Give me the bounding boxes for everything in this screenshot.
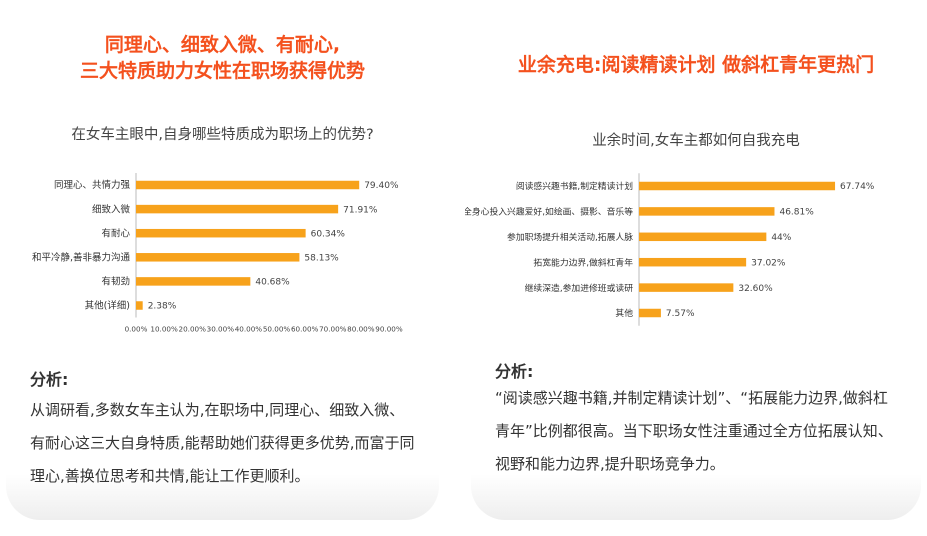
- right-analysis-title: 分析:: [495, 362, 534, 381]
- value-label: 7.57%: [666, 309, 695, 319]
- category-label: 全身心投入兴趣爱好,如绘画、摄影、音乐等: [465, 206, 633, 218]
- value-label: 46.81%: [779, 208, 814, 218]
- left-bar-chart: 同理心、共情力强 79.40% 细致入微 71.91% 有耐心 60.34% 和平冷静,善非…: [32, 172, 403, 334]
- category-label: 拓宽能力边界,做斜杠青年: [533, 256, 633, 268]
- x-tick-label: 70.00%: [319, 325, 347, 334]
- left-headline: 同理心、细致入微、有耐心, 三大特质助力女性在职场获得优势: [0, 32, 445, 84]
- right-analysis-text: “阅读感兴趣书籍,并制定精读计划”、“拓展能力边界,做斜杠青年”比例都很高。当下…: [495, 389, 893, 473]
- left-analysis-title: 分析:: [30, 370, 69, 389]
- x-tick-label: 0.00%: [125, 325, 148, 334]
- category-label: 参加职场提升相关活动,拓展人脉: [507, 231, 633, 243]
- category-label: 其他(详细): [85, 300, 130, 312]
- bar: [136, 301, 143, 310]
- left-card: 同理心、细致入微、有耐心, 三大特质助力女性在职场获得优势 在女车主眼中,自身哪…: [0, 0, 445, 520]
- value-label: 79.40%: [364, 181, 399, 191]
- value-label: 37.02%: [751, 258, 786, 268]
- x-tick-label: 30.00%: [207, 325, 235, 334]
- bar: [136, 253, 300, 262]
- category-label: 细致入微: [92, 203, 131, 215]
- category-label: 继续深造,参加进修班或读研: [525, 282, 634, 294]
- x-tick-label: 10.00%: [150, 325, 178, 334]
- left-question: 在女车主眼中,自身哪些特质成为职场上的优势?: [71, 127, 374, 143]
- bar: [639, 257, 747, 267]
- x-tick-label: 60.00%: [291, 325, 319, 334]
- card-shadow: [471, 474, 921, 520]
- value-label: 58.13%: [304, 254, 339, 264]
- category-label: 阅读感兴趣书籍,制定精读计划: [516, 180, 633, 192]
- bar: [136, 277, 251, 286]
- x-tick-label: 80.00%: [347, 325, 375, 334]
- x-tick-label: 50.00%: [263, 325, 291, 334]
- category-label: 有韧劲: [101, 276, 130, 288]
- left-analysis-text: 从调研看,多数女车主认为,在职场中,同理心、细致入微、有耐心这三大自身特质,能帮…: [30, 401, 415, 485]
- value-label: 2.38%: [148, 302, 177, 312]
- value-label: 71.91%: [343, 205, 378, 215]
- bar: [639, 283, 734, 292]
- bar: [136, 228, 306, 238]
- bar: [639, 232, 767, 242]
- right-question: 业余时间,女车主都如何自我充电: [592, 133, 800, 149]
- right-headline: 业余充电:阅读精读计划 做斜杠青年更热门: [517, 54, 875, 76]
- left-headline-line2: 三大特质助力女性在职场获得优势: [79, 60, 365, 82]
- left-headline-line1: 同理心、细致入微、有耐心,: [104, 34, 341, 56]
- category-label: 有耐心: [101, 227, 130, 239]
- category-label: 其他: [615, 307, 633, 319]
- value-label: 60.34%: [311, 229, 346, 239]
- category-label: 和平冷静,善非暴力沟通: [32, 252, 131, 264]
- bar: [639, 308, 661, 318]
- category-label: 同理心、共情力强: [54, 179, 131, 191]
- bar: [639, 181, 836, 191]
- bar: [639, 207, 775, 216]
- x-tick-label: 20.00%: [179, 325, 207, 334]
- value-label: 40.68%: [255, 278, 290, 288]
- value-label: 44%: [771, 233, 791, 243]
- x-tick-label: 90.00%: [375, 325, 403, 334]
- card-shadow: [6, 474, 439, 520]
- value-label: 32.60%: [738, 284, 773, 294]
- value-label: 67.74%: [840, 182, 875, 192]
- x-tick-label: 40.00%: [235, 325, 263, 334]
- bar: [136, 180, 360, 190]
- bar: [136, 204, 339, 214]
- right-bar-chart: 阅读感兴趣书籍,制定精读计划 67.74% 全身心投入兴趣爱好,如绘画、摄影、音乐等…: [465, 173, 875, 326]
- right-card: 业余充电:阅读精读计划 做斜杠青年更热门 业余时间,女车主都如何自我充电 阅读感…: [465, 0, 927, 520]
